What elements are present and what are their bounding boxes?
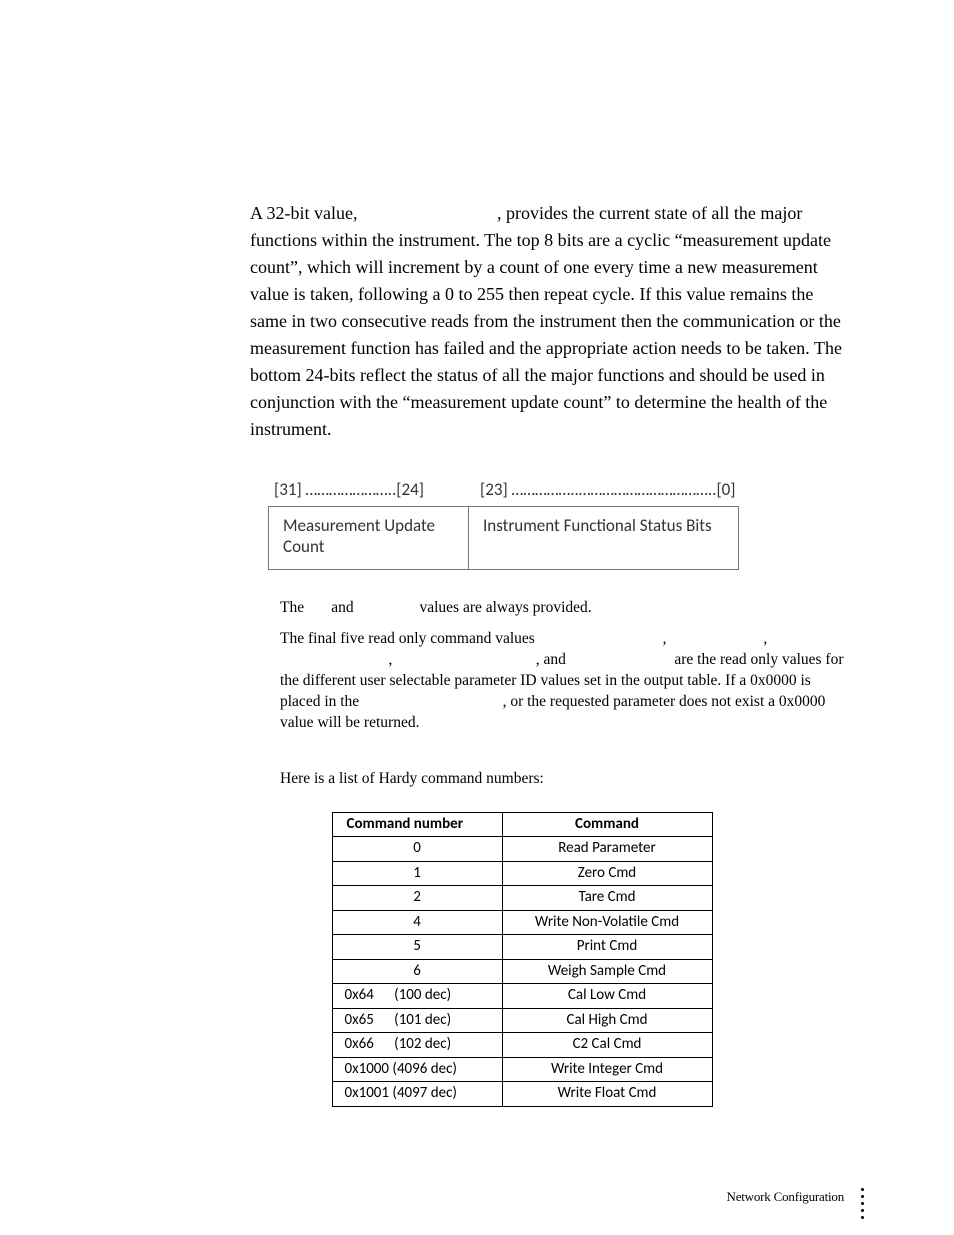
command-desc-cell: Write Non-Volatile Cmd	[502, 910, 712, 935]
command-desc-cell: Print Cmd	[502, 935, 712, 960]
table-row: 1Zero Cmd	[332, 861, 712, 886]
table-row: 0x1000 (4096 dec)Write Integer Cmd	[332, 1057, 712, 1082]
table-row: 0x64 (100 dec)Cal Low Cmd	[332, 984, 712, 1009]
command-number-cell: 4	[332, 910, 502, 935]
command-desc-cell: Write Float Cmd	[502, 1082, 712, 1107]
command-number-header: Command number	[332, 812, 502, 837]
footer-dots	[861, 1188, 864, 1219]
command-number-cell: 0x1001 (4097 dec)	[332, 1082, 502, 1107]
command-number-cell: 2	[332, 886, 502, 911]
command-number-cell: 6	[332, 959, 502, 984]
bit-table: Measurement Update Count Instrument Func…	[268, 506, 739, 570]
table-row: 0x66 (102 dec)C2 Cal Cmd	[332, 1033, 712, 1058]
command-number-cell: 0x66 (102 dec)	[332, 1033, 502, 1058]
bit-cell-status-bits: Instrument Functional Status Bits	[469, 507, 739, 570]
table-row: 4Write Non-Volatile Cmd	[332, 910, 712, 935]
table-row: 6Weigh Sample Cmd	[332, 959, 712, 984]
command-header: Command	[502, 812, 712, 837]
command-desc-cell: Write Integer Cmd	[502, 1057, 712, 1082]
command-list-intro: Here is a list of Hardy command numbers:	[280, 770, 854, 788]
table-row: 0Read Parameter	[332, 837, 712, 862]
command-desc-cell: Cal High Cmd	[502, 1008, 712, 1033]
command-desc-cell: Zero Cmd	[502, 861, 712, 886]
command-desc-cell: Weigh Sample Cmd	[502, 959, 712, 984]
table-row: 0x1001 (4097 dec)Write Float Cmd	[332, 1082, 712, 1107]
intro-paragraph: A 32-bit value, , provides the current s…	[250, 200, 854, 443]
command-number-cell: 0x64 (100 dec)	[332, 984, 502, 1009]
bit-diagram: [31] …………………..[24] [23] ……………..…………………………	[268, 479, 854, 570]
table-row: 2Tare Cmd	[332, 886, 712, 911]
bit-range-low: [23] ……………..……………………………..[0]	[468, 479, 854, 500]
table-row: 5Print Cmd	[332, 935, 712, 960]
footer-label: Network Configuration	[727, 1189, 844, 1205]
command-number-cell: 1	[332, 861, 502, 886]
read-only-paragraph: The final five read only command values …	[280, 629, 854, 734]
table-row: 0x65 (101 dec)Cal High Cmd	[332, 1008, 712, 1033]
values-provided-paragraph: The and values are always provided.	[280, 598, 854, 619]
command-number-cell: 0x1000 (4096 dec)	[332, 1057, 502, 1082]
command-number-cell: 5	[332, 935, 502, 960]
command-desc-cell: C2 Cal Cmd	[502, 1033, 712, 1058]
bit-cell-update-count: Measurement Update Count	[269, 507, 469, 570]
command-table: Command number Command 0Read Parameter1Z…	[332, 812, 713, 1107]
command-number-cell: 0x65 (101 dec)	[332, 1008, 502, 1033]
command-number-cell: 0	[332, 837, 502, 862]
command-desc-cell: Read Parameter	[502, 837, 712, 862]
bit-range-high: [31] …………………..[24]	[268, 479, 468, 500]
command-desc-cell: Tare Cmd	[502, 886, 712, 911]
command-desc-cell: Cal Low Cmd	[502, 984, 712, 1009]
